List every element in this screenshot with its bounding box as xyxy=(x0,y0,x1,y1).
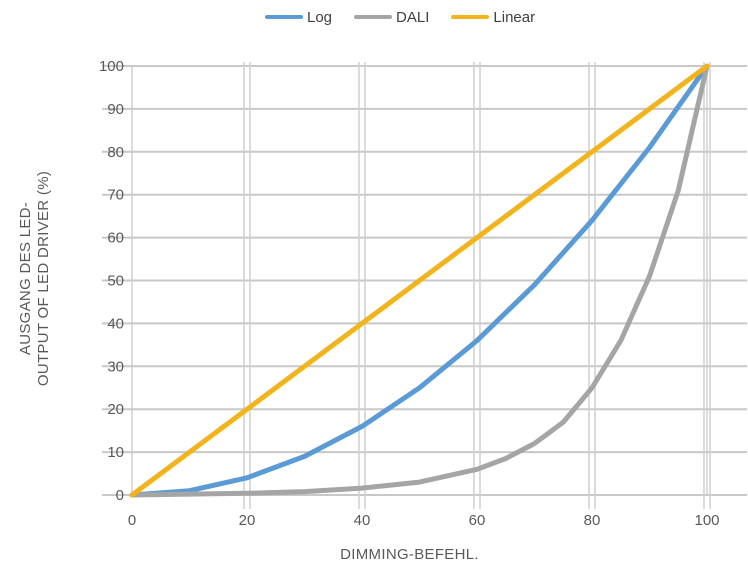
y-tick-label: 90 xyxy=(107,101,124,118)
x-tick-label: 60 xyxy=(469,512,486,529)
series-line-dali xyxy=(129,63,710,498)
chart-legend: Log DALI Linear xyxy=(265,6,535,28)
axis-ticks: 0 10 20 30 40 50 60 70 80 90 100 0 20 40 60 80 100 xyxy=(99,58,720,529)
legend-item-log: Log xyxy=(265,9,332,26)
y-axis-title-line-1: AUSGANG DES LED- xyxy=(17,202,34,355)
x-tick-label: 100 xyxy=(694,512,719,529)
y-tick-label: 30 xyxy=(107,358,124,375)
legend-swatch-dali xyxy=(354,15,393,19)
y-tick-label: 50 xyxy=(107,273,124,290)
series-line-log xyxy=(129,63,710,498)
y-tick-label: 70 xyxy=(107,187,124,204)
x-tick-label: 80 xyxy=(584,512,601,529)
y-tick-label: 10 xyxy=(107,444,124,461)
chart-series xyxy=(129,63,710,498)
y-tick-label: 60 xyxy=(107,230,124,247)
x-axis-title: DIMMING-BEFEHL. xyxy=(340,546,479,563)
x-tick-label: 40 xyxy=(354,512,371,529)
y-tick-label: 0 xyxy=(116,487,124,504)
legend-item-linear: Linear xyxy=(451,9,535,26)
legend-label-log: Log xyxy=(307,8,333,26)
y-tick-label: 20 xyxy=(107,401,124,418)
series-line-linear xyxy=(129,63,710,498)
legend-label-linear: Linear xyxy=(493,8,536,26)
legend-label-dali: DALI xyxy=(396,8,430,26)
x-tick-label: 0 xyxy=(128,512,136,529)
x-tick-label: 20 xyxy=(239,512,256,529)
legend-item-dali: DALI xyxy=(354,9,429,26)
chart-grid xyxy=(102,62,747,509)
y-axis-title-line-2: OUTPUT OF LED DRIVER (%) xyxy=(35,171,52,386)
legend-swatch-log xyxy=(265,15,303,19)
y-tick-label: 40 xyxy=(107,315,124,332)
legend-swatch-linear xyxy=(451,15,490,19)
y-tick-label: 80 xyxy=(107,144,124,161)
y-tick-label: 100 xyxy=(99,58,124,75)
